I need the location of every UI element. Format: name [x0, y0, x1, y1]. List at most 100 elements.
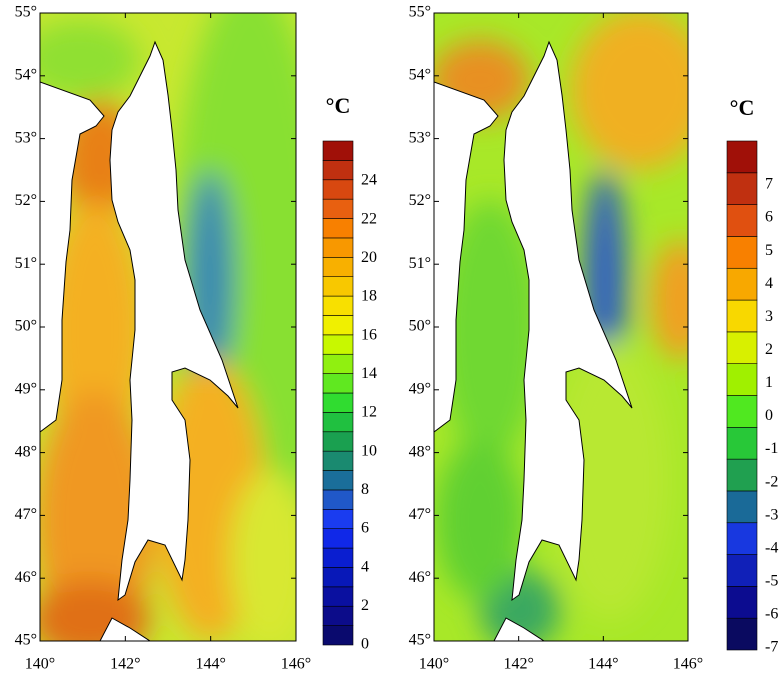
x-tick-label: 144°: [195, 656, 225, 673]
y-tick-label: 50°: [15, 318, 37, 335]
colorbar-swatch: [726, 490, 758, 524]
colorbar-swatch: [726, 236, 758, 269]
colorbar-swatch: [322, 392, 354, 413]
x-tick-label: 142°: [503, 656, 533, 673]
colorbar-label: 7: [765, 176, 773, 193]
x-tick-label: 142°: [110, 656, 140, 673]
colorbar-swatch: [726, 267, 758, 301]
colorbar-swatch: [322, 431, 354, 452]
colorbar-label: 10: [361, 442, 377, 459]
colorbar-swatch: [322, 528, 354, 549]
colorbar-swatch: [726, 172, 758, 205]
y-tick-label: 45°: [15, 632, 37, 649]
colorbar-label: 22: [361, 210, 377, 227]
colorbar-label: -5: [765, 573, 778, 590]
colorbar-swatch: [322, 353, 354, 374]
y-tick-label: 48°: [409, 443, 431, 460]
colorbar-swatch: [322, 489, 354, 510]
x-tick-label: 146°: [281, 656, 311, 673]
colorbar-unit: °C: [730, 95, 755, 120]
colorbar-label: 20: [361, 249, 377, 266]
colorbar-label: 16: [361, 326, 377, 343]
y-tick-label: 45°: [409, 632, 431, 649]
y-tick-label: 52°: [409, 192, 431, 209]
colorbar-swatch: [322, 237, 354, 258]
colorbar-swatch: [726, 586, 758, 619]
colorbar-label: 18: [361, 288, 377, 305]
colorbar-label: 1: [765, 374, 773, 391]
y-tick-label: 50°: [409, 318, 431, 335]
colorbar-swatch: [322, 509, 354, 529]
x-tick-label: 146°: [673, 656, 703, 673]
x-tick-label: 144°: [588, 656, 618, 673]
colorbar-label: 6: [361, 520, 369, 537]
colorbar-label: -7: [765, 639, 778, 656]
y-tick-label: 48°: [15, 443, 37, 460]
colorbar-swatch: [322, 218, 354, 239]
y-tick-label: 54°: [409, 66, 431, 83]
colorbar-swatch: [322, 315, 354, 336]
colorbar-label: 3: [765, 308, 773, 325]
map-left: [40, 13, 296, 641]
colorbar-swatch: [322, 586, 354, 607]
colorbar-swatch: [322, 605, 354, 626]
y-tick-label: 54°: [15, 66, 37, 83]
colorbar-label: 14: [361, 365, 377, 382]
colorbar-swatch: [322, 295, 354, 316]
y-tick-label: 46°: [15, 569, 37, 586]
colorbar-label: -4: [765, 539, 778, 556]
colorbar-label: 0: [361, 636, 369, 653]
colorbar-label: 4: [361, 558, 369, 575]
colorbar-unit: °C: [326, 93, 351, 118]
y-tick-label: 51°: [15, 255, 37, 272]
colorbar-label: 24: [361, 172, 377, 189]
x-tick-label: 140°: [25, 656, 55, 673]
colorbar-swatch: [322, 547, 354, 568]
colorbar-label: -2: [765, 473, 778, 490]
colorbar-swatch: [726, 140, 758, 174]
colorbar-label: 6: [765, 209, 773, 226]
colorbar-label: 2: [361, 597, 369, 614]
y-tick-label: 47°: [409, 506, 431, 523]
colorbar-swatch: [322, 198, 354, 219]
colorbar-swatch: [322, 567, 354, 588]
y-tick-label: 49°: [409, 380, 431, 397]
y-tick-label: 46°: [409, 569, 431, 586]
colorbar-label: 2: [765, 341, 773, 358]
x-tick-label: 140°: [419, 656, 449, 673]
colorbar-label: 0: [765, 407, 773, 424]
colorbar-swatch: [726, 395, 758, 428]
colorbar-swatch: [322, 140, 354, 161]
y-tick-label: 51°: [409, 255, 431, 272]
colorbar-swatch: [322, 373, 354, 394]
colorbar-swatch: [322, 450, 354, 471]
colorbar-swatch: [726, 331, 758, 364]
y-tick-label: 53°: [15, 129, 37, 146]
colorbar-swatch: [726, 554, 758, 587]
y-tick-label: 55°: [15, 4, 37, 21]
colorbar-swatch: [322, 334, 354, 355]
colorbar-label: -3: [765, 506, 778, 523]
colorbar-swatch: [726, 458, 758, 492]
y-tick-label: 47°: [15, 506, 37, 523]
colorbar-swatch: [726, 617, 758, 651]
colorbar-swatch: [726, 299, 758, 333]
colorbar-swatch: [322, 412, 354, 433]
colorbar-swatch: [322, 276, 354, 297]
colorbar-label: 8: [361, 481, 369, 498]
colorbar-swatch: [726, 427, 758, 460]
y-tick-label: 49°: [15, 380, 37, 397]
colorbar-swatch: [322, 257, 354, 277]
colorbar-swatch: [322, 625, 354, 646]
colorbar-label: 4: [765, 275, 773, 292]
y-tick-label: 53°: [409, 129, 431, 146]
colorbar-swatch: [726, 204, 758, 237]
map-right: [434, 13, 688, 641]
colorbar-swatch: [322, 179, 354, 200]
colorbar-swatch: [726, 522, 758, 555]
colorbar-label: 12: [361, 404, 377, 421]
colorbar-swatch: [322, 160, 354, 181]
y-tick-label: 52°: [15, 192, 37, 209]
colorbar-label: -6: [765, 606, 778, 623]
